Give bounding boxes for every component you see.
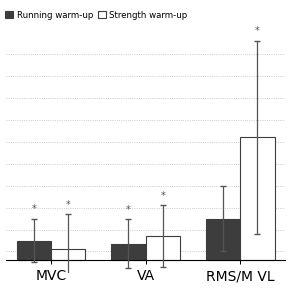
Bar <box>51 249 85 260</box>
Bar <box>146 236 180 260</box>
Text: *: * <box>31 204 36 214</box>
Bar <box>206 219 240 260</box>
Text: *: * <box>160 191 165 201</box>
Bar <box>17 240 51 260</box>
Text: *: * <box>126 205 131 215</box>
Bar <box>240 137 275 260</box>
Bar <box>111 244 146 260</box>
Text: *: * <box>66 200 70 210</box>
Legend: Running warm-up, Strength warm-up: Running warm-up, Strength warm-up <box>4 10 188 21</box>
Text: *: * <box>255 26 260 36</box>
